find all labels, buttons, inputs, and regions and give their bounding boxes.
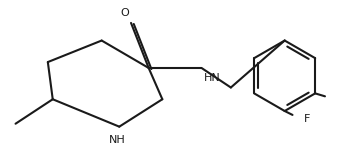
Text: F: F bbox=[304, 114, 311, 124]
Text: O: O bbox=[121, 8, 130, 18]
Text: NH: NH bbox=[109, 135, 126, 145]
Text: HN: HN bbox=[203, 73, 220, 83]
